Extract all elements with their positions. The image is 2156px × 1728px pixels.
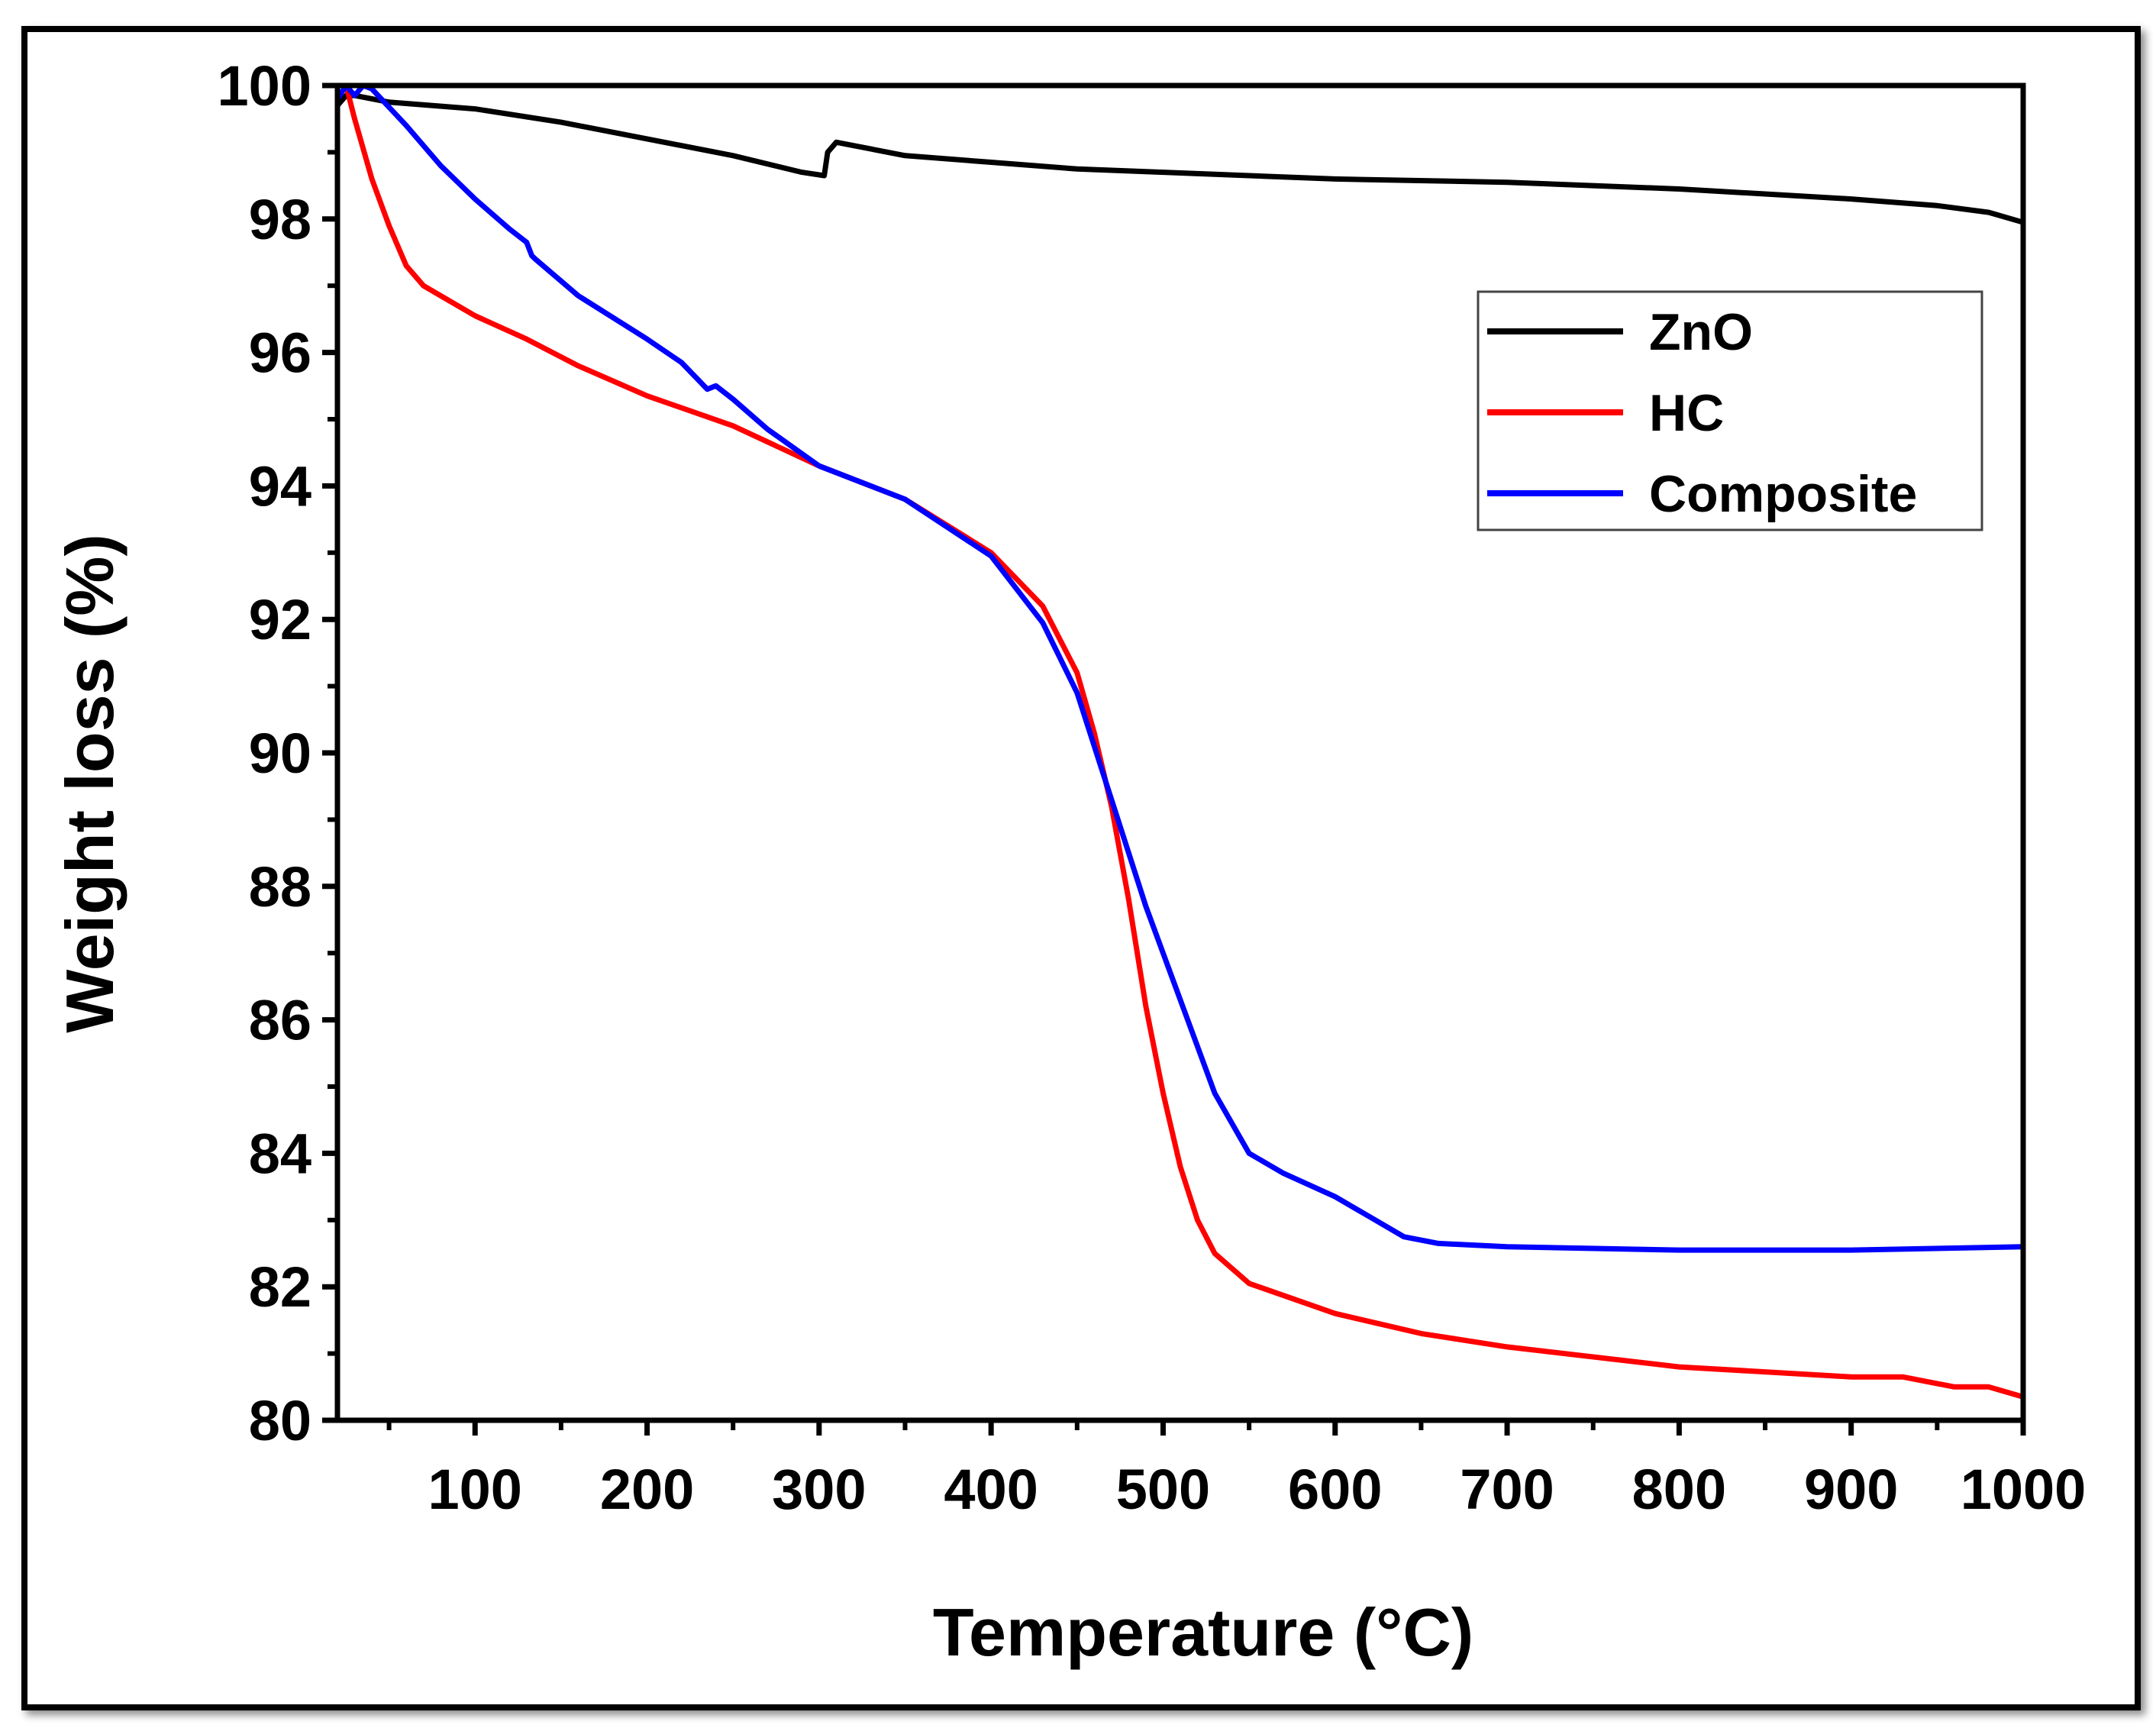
x-axis-ticks: 100 200 300 400 500 600 700 800 900 1000	[428, 1420, 2087, 1521]
y-tick-label: 84	[249, 1122, 311, 1185]
x-axis-title: Temperature (°C)	[933, 1594, 1473, 1670]
y-tick-label: 88	[249, 855, 311, 919]
series-lines	[334, 82, 2026, 1400]
x-tick-label: 500	[1116, 1458, 1210, 1521]
y-axis-title: Weight loss (%)	[52, 534, 127, 1033]
series-line-composite	[334, 82, 2026, 1253]
legend-label-composite: Composite	[1649, 465, 1917, 523]
y-tick-label: 94	[249, 454, 311, 518]
y-axis-ticks: 80 82 84 86 88 90 92 94 96 98 100	[218, 54, 337, 1452]
y-tick-label: 82	[249, 1255, 311, 1319]
x-tick-label: 900	[1804, 1458, 1898, 1521]
y-tick-label: 98	[249, 188, 311, 251]
y-tick-label: 100	[218, 54, 311, 118]
y-tick-label: 86	[249, 989, 311, 1052]
x-tick-label: 600	[1288, 1458, 1382, 1521]
series-line-zno	[334, 92, 2026, 225]
x-tick-label: 700	[1460, 1458, 1554, 1521]
y-tick-label: 96	[249, 321, 311, 385]
y-tick-label: 92	[249, 588, 311, 651]
x-tick-label: 100	[428, 1458, 522, 1521]
x-tick-label: 400	[944, 1458, 1038, 1521]
x-tick-label: 300	[772, 1458, 866, 1521]
legend: ZnO HC Composite	[1477, 290, 1983, 531]
x-tick-label: 1000	[1961, 1458, 2087, 1521]
x-tick-label: 800	[1632, 1458, 1726, 1521]
y-tick-label: 90	[249, 722, 311, 785]
y-tick-label: 80	[249, 1389, 311, 1452]
x-tick-label: 200	[600, 1458, 694, 1521]
series-line-hc	[343, 82, 2026, 1400]
legend-label-hc: HC	[1649, 384, 1724, 442]
plot-area-border	[334, 82, 2026, 1423]
legend-label-zno: ZnO	[1649, 303, 1753, 361]
